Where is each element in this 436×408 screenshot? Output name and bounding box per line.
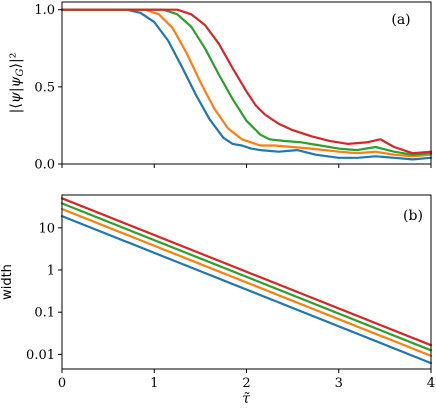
panel-b: 0.01 0.1 1 10 0 1 2 3 4 (b) width τ̃	[0, 194, 435, 407]
panel-a-x-ticks	[61, 164, 432, 168]
panel-b-x-tick-label: 2	[242, 376, 250, 391]
panel-b-label: (b)	[403, 208, 423, 224]
panel-b-series	[60, 197, 433, 365]
panel-a-y-tick-label: 0.5	[34, 80, 55, 95]
x-axis-label: τ̃	[242, 391, 250, 407]
panel-b-series-orange	[60, 207, 433, 357]
panel-b-y-ticks: 0.01 0.1 1 10	[26, 221, 62, 363]
panel-b-x-tick-label: 1	[150, 376, 158, 391]
panel-b-series-green	[60, 202, 433, 352]
panel-a-series-orange	[60, 8, 433, 158]
panel-b-series-blue	[60, 215, 433, 365]
panel-a-series-red	[60, 8, 433, 155]
panel-a: 0.0 0.5 1.0 (a) |⟨ψ|ψG⟩|²	[8, 1, 433, 173]
panel-b-y-tick-label: 1	[47, 264, 55, 279]
panel-b-x-tick-label: 0	[58, 376, 66, 391]
panel-a-series	[60, 8, 433, 161]
panel-b-y-tick-label: 0.01	[26, 348, 55, 363]
panel-b-series-red	[60, 197, 433, 347]
panel-b-x-tick-label: 3	[335, 376, 343, 391]
panel-a-y-tick-label: 1.0	[34, 3, 55, 18]
panel-a-y-ticks: 0.0 0.5 1.0	[34, 3, 62, 173]
panel-b-y-tick-label: 10	[38, 221, 55, 236]
panel-a-series-blue	[60, 8, 433, 161]
panel-a-y-tick-label: 0.0	[34, 158, 55, 173]
panel-a-y-axis-label: |⟨ψ|ψG⟩|²	[8, 53, 26, 114]
panel-a-series-green	[60, 8, 433, 156]
panel-b-y-axis-label: width	[0, 264, 15, 300]
panel-a-label: (a)	[391, 12, 410, 28]
panel-b-x-ticks: 0 1 2 3 4	[58, 369, 435, 391]
panel-b-y-tick-label: 0.1	[34, 306, 55, 321]
panel-b-x-tick-label: 4	[427, 376, 435, 391]
